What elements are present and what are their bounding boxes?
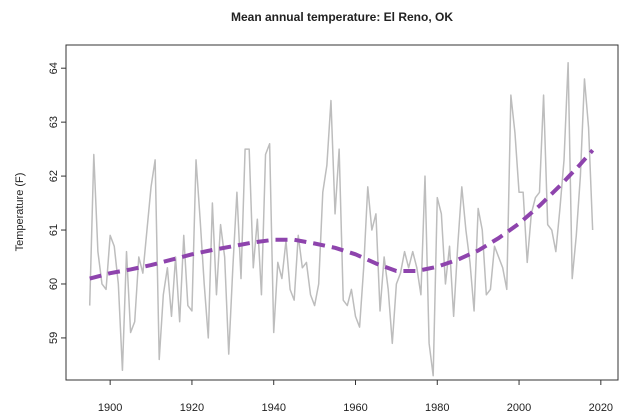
- series-line: [89, 148, 595, 281]
- x-tick-label: 1900: [98, 402, 122, 414]
- x-tick-label: 2020: [589, 402, 613, 414]
- y-tick-label: 64: [48, 62, 60, 74]
- y-tick-label: 60: [48, 278, 60, 290]
- x-tick-label: 1960: [343, 402, 367, 414]
- x-tick-label: 1940: [261, 402, 285, 414]
- x-tick-label: 1980: [425, 402, 449, 414]
- plot-frame: [65, 44, 619, 381]
- y-axis-label: Temperature (F): [14, 173, 26, 252]
- chart-title: Mean annual temperature: El Reno, OK: [231, 10, 453, 24]
- y-tick-label: 59: [48, 332, 60, 344]
- y-tick-label: 63: [48, 116, 60, 128]
- y-tick-label: 62: [48, 170, 60, 182]
- series-line: [88, 62, 594, 377]
- x-tick-label: 2000: [507, 402, 531, 414]
- y-tick-label: 61: [48, 224, 60, 236]
- x-tick-label: 1920: [180, 402, 204, 414]
